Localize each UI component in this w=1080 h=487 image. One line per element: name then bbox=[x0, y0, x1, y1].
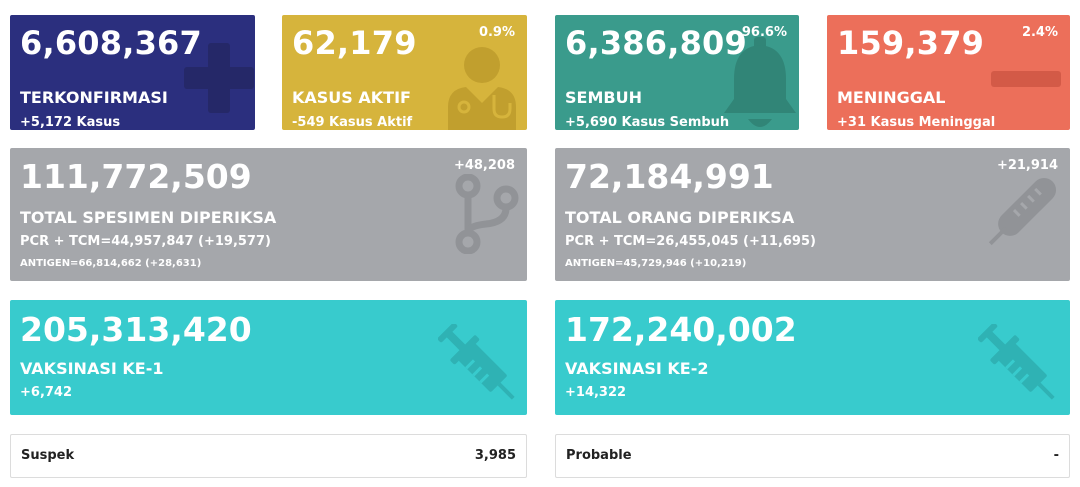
confirmed-sub: +5,172 Kasus bbox=[20, 115, 121, 130]
deaths-value: 159,379 bbox=[837, 24, 985, 62]
people-pcr: PCR + TCM=26,455,045 (+11,695) bbox=[565, 234, 816, 249]
people-label: TOTAL ORANG DIPERIKSA bbox=[565, 208, 795, 227]
suspek-label: Suspek bbox=[21, 448, 75, 463]
confirmed-value: 6,608,367 bbox=[20, 24, 202, 62]
syringe-icon bbox=[438, 324, 515, 400]
suspek-card: Suspek 3,985 bbox=[10, 434, 527, 478]
specimen-antigen: ANTIGEN=66,814,662 (+28,631) bbox=[20, 258, 202, 269]
active-label: KASUS AKTIF bbox=[292, 88, 411, 107]
active-percent: 0.9% bbox=[478, 25, 515, 40]
vaksin2-label: VAKSINASI KE-2 bbox=[565, 359, 709, 378]
vaksin1-value: 205,313,420 bbox=[20, 310, 252, 349]
vaksin2-card: 172,240,002 VAKSINASI KE-2 +14,322 bbox=[555, 300, 1070, 415]
deaths-sub: +31 Kasus Meninggal bbox=[837, 115, 996, 130]
probable-card: Probable - bbox=[555, 434, 1070, 478]
bell-icon bbox=[724, 37, 796, 127]
specimen-label: TOTAL SPESIMEN DIPERIKSA bbox=[20, 208, 277, 227]
probable-value: - bbox=[1053, 448, 1059, 463]
people-card: +21,914 72,184,991 TOTAL ORANG DIPERIKSA… bbox=[555, 148, 1070, 281]
probable-label: Probable bbox=[566, 448, 632, 463]
minus-icon bbox=[991, 71, 1061, 87]
people-antigen: ANTIGEN=45,729,946 (+10,219) bbox=[565, 258, 747, 269]
active-value: 62,179 bbox=[292, 24, 417, 62]
deaths-label: MENINGGAL bbox=[837, 88, 946, 107]
vaksin1-card: 205,313,420 VAKSINASI KE-1 +6,742 bbox=[10, 300, 527, 415]
deaths-percent: 2.4% bbox=[1021, 25, 1058, 40]
code-branch-icon bbox=[455, 174, 519, 254]
active-card: 0.9% 62,179 KASUS AKTIF -549 Kasus Aktif bbox=[282, 15, 527, 130]
suspek-value: 3,985 bbox=[474, 448, 516, 463]
recovered-label: SEMBUH bbox=[565, 88, 642, 107]
people-delta: +21,914 bbox=[996, 158, 1058, 173]
thermometer-icon bbox=[988, 177, 1057, 246]
recovered-percent: 96.6% bbox=[741, 25, 787, 40]
specimen-card: +48,208 111,772,509 TOTAL SPESIMEN DIPER… bbox=[10, 148, 527, 281]
syringe-icon bbox=[978, 324, 1055, 400]
specimen-delta: +48,208 bbox=[453, 158, 515, 173]
active-sub: -549 Kasus Aktif bbox=[292, 115, 413, 130]
specimen-value: 111,772,509 bbox=[20, 157, 252, 196]
vaksin1-sub: +6,742 bbox=[20, 385, 73, 400]
deaths-card: 2.4% 159,379 MENINGGAL +31 Kasus Meningg… bbox=[827, 15, 1070, 130]
plus-icon bbox=[184, 43, 254, 113]
vaksin2-value: 172,240,002 bbox=[565, 310, 797, 349]
specimen-pcr: PCR + TCM=44,957,847 (+19,577) bbox=[20, 234, 271, 249]
confirmed-label: TERKONFIRMASI bbox=[20, 88, 168, 107]
vaksin2-sub: +14,322 bbox=[565, 385, 627, 400]
recovered-sub: +5,690 Kasus Sembuh bbox=[565, 115, 730, 130]
vaksin1-label: VAKSINASI KE-1 bbox=[20, 359, 164, 378]
doctor-icon bbox=[448, 47, 516, 130]
recovered-card: 96.6% 6,386,809 SEMBUH +5,690 Kasus Semb… bbox=[555, 15, 799, 130]
people-value: 72,184,991 bbox=[565, 157, 774, 196]
confirmed-card: 6,608,367 TERKONFIRMASI +5,172 Kasus bbox=[10, 15, 255, 130]
recovered-value: 6,386,809 bbox=[565, 24, 747, 62]
